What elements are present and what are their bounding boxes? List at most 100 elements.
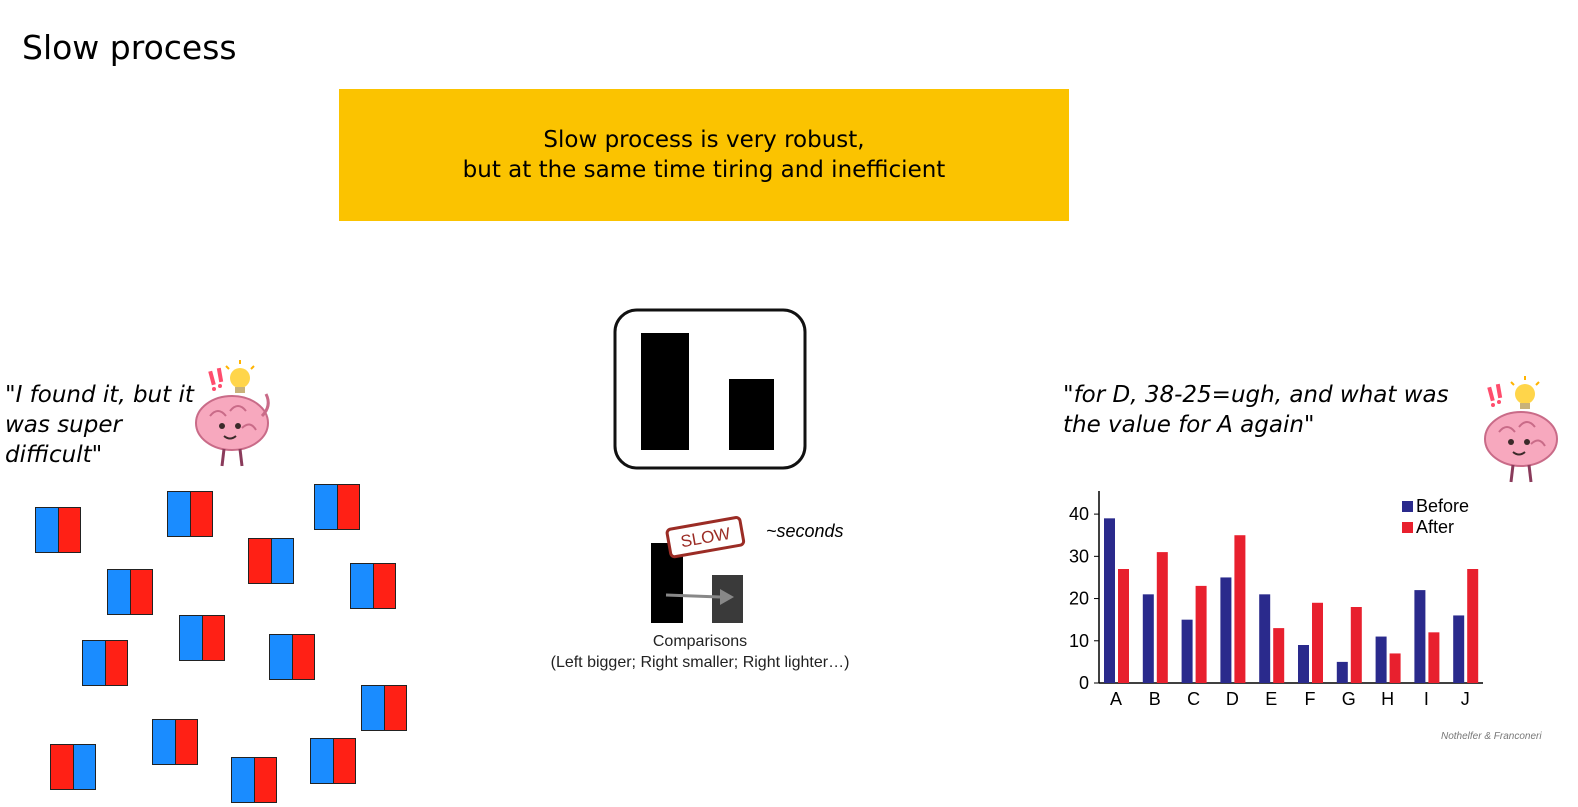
tile-blue-red <box>361 685 407 731</box>
tile-blue-red <box>82 640 128 686</box>
comparisons-caption: Comparisons (Left bigger; Right smaller;… <box>500 631 900 673</box>
banner-line-1: Slow process is very robust, <box>543 127 865 153</box>
source-credit: Nothelfer & Franconeri <box>1441 731 1542 742</box>
legend-swatch-before <box>1402 501 1413 512</box>
bar-before-I <box>1414 590 1426 683</box>
tile-half-blue <box>315 485 337 529</box>
y-tick-label: 40 <box>1069 504 1089 524</box>
duration-label: ~seconds <box>766 521 844 541</box>
exclamation-icon <box>1487 383 1503 407</box>
bar-before-J <box>1453 615 1465 683</box>
tile-half-red <box>57 508 80 552</box>
tile-half-red <box>383 686 406 730</box>
tile-half-blue <box>36 508 58 552</box>
tile-half-red <box>174 720 197 764</box>
x-tick-label: I <box>1424 689 1429 709</box>
tile-blue-red <box>310 738 356 784</box>
bar-after-G <box>1350 607 1362 683</box>
y-tick-label: 0 <box>1079 673 1089 693</box>
banner-line-2: but at the same time tiring and ineffici… <box>462 157 946 183</box>
x-tick-label: E <box>1265 689 1277 709</box>
bar-before-F <box>1298 645 1309 683</box>
x-tick-label: A <box>1110 689 1122 709</box>
y-tick-label: 30 <box>1069 546 1089 566</box>
tile-half-blue <box>180 616 202 660</box>
tile-half-blue <box>108 570 130 614</box>
bar-compare-icon <box>613 308 807 470</box>
bar-before-H <box>1375 636 1387 683</box>
tile-blue-red <box>231 757 277 803</box>
legend-label-before: Before <box>1416 496 1469 516</box>
bar-before-A <box>1104 518 1115 683</box>
tile-half-red <box>332 739 355 783</box>
bar-after-D <box>1234 535 1246 683</box>
bar-after-B <box>1156 552 1168 683</box>
tile-half-blue <box>232 758 254 802</box>
tile-half-blue <box>72 745 95 789</box>
x-tick-label: B <box>1149 689 1161 709</box>
tile-half-red <box>201 616 224 660</box>
tile-blue-red <box>107 569 153 615</box>
tile-half-blue <box>270 539 293 583</box>
bar-after-J <box>1467 569 1479 683</box>
tile-half-red <box>253 758 276 802</box>
tile-half-red <box>336 485 359 529</box>
bar-before-D <box>1220 577 1232 683</box>
bar-after-H <box>1389 653 1401 683</box>
lightbulb-icon <box>1510 376 1540 409</box>
bar-before-C <box>1181 619 1193 683</box>
tile-half-red <box>372 564 395 608</box>
legend-swatch-after <box>1402 522 1413 533</box>
tile-blue-red <box>269 634 315 680</box>
right-quote: "for D, 38-25=ugh, and what was the valu… <box>1063 382 1449 438</box>
tile-red-blue <box>50 744 96 790</box>
brain-mascot-icon <box>1484 376 1558 483</box>
tile-half-blue <box>168 492 190 536</box>
bar-after-A <box>1118 569 1129 683</box>
tile-blue-red <box>350 563 396 609</box>
tile-blue-red <box>35 507 81 553</box>
tile-half-red <box>129 570 152 614</box>
x-tick-label: F <box>1305 689 1316 709</box>
tile-half-red <box>189 492 212 536</box>
slow-stamp-icon: SLOW <box>665 516 746 559</box>
comparisons-examples: (Left bigger; Right smaller; Right light… <box>550 654 850 671</box>
lightbulb-icon <box>225 360 255 393</box>
tile-half-blue <box>153 720 175 764</box>
comparisons-title: Comparisons <box>652 633 748 650</box>
brain-mascot-icon <box>195 360 270 467</box>
bar-before-B <box>1142 594 1154 683</box>
bar-before-G <box>1336 661 1348 683</box>
x-tick-label: J <box>1461 689 1470 709</box>
tile-half-red <box>249 539 271 583</box>
slow-comparison-icon: SLOW <box>651 516 746 623</box>
key-message-banner: Slow process is very robust, but at the … <box>339 89 1069 221</box>
tile-half-blue <box>83 641 105 685</box>
page-title: Slow process <box>22 28 237 68</box>
tile-blue-red <box>314 484 360 530</box>
tile-half-red <box>291 635 314 679</box>
x-tick-label: C <box>1187 689 1200 709</box>
bar-after-E <box>1273 628 1285 683</box>
legend-label-after: After <box>1416 517 1454 537</box>
y-tick-label: 20 <box>1069 589 1089 609</box>
tile-blue-red <box>179 615 225 661</box>
exclamation-icon <box>208 367 224 391</box>
tile-half-blue <box>311 739 333 783</box>
bar-after-I <box>1428 632 1440 683</box>
tile-half-red <box>51 745 73 789</box>
bar-after-F <box>1312 602 1323 683</box>
x-tick-label: H <box>1381 689 1394 709</box>
tile-red-blue-target <box>248 538 294 584</box>
tile-blue-red <box>167 491 213 537</box>
tile-half-blue <box>270 635 292 679</box>
left-quote: "I found it, but it was super difficult" <box>5 382 194 468</box>
x-tick-label: D <box>1226 689 1239 709</box>
bar-before-E <box>1259 594 1271 683</box>
y-tick-label: 10 <box>1069 631 1089 651</box>
tile-half-blue <box>351 564 373 608</box>
tile-half-red <box>104 641 127 685</box>
bar-after-C <box>1195 585 1207 683</box>
tile-blue-red <box>152 719 198 765</box>
